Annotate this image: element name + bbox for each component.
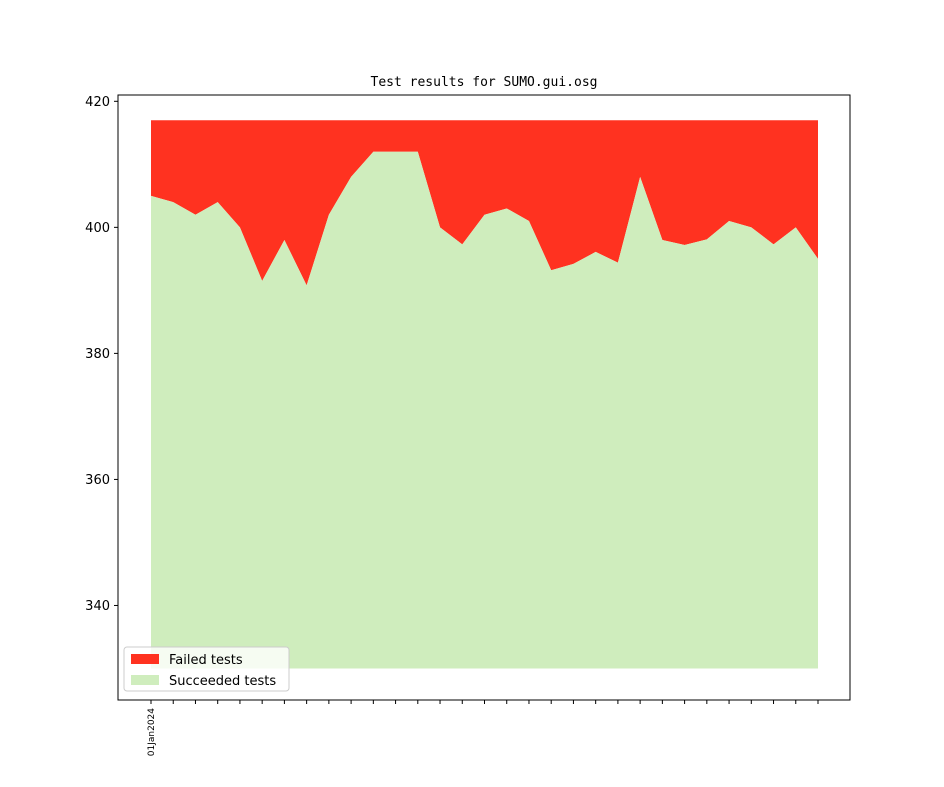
y-tick-label: 360 (85, 473, 110, 488)
x-axis: 01Jan2024 (147, 700, 819, 757)
failed-tests-area (151, 120, 818, 286)
y-tick-label: 400 (85, 221, 110, 236)
legend-label-failed: Failed tests (169, 653, 243, 668)
y-tick-label: 380 (85, 347, 110, 362)
chart-title: Test results for SUMO.gui.osg (371, 75, 598, 90)
plot-areas (151, 120, 818, 669)
y-axis: 340 360 380 400 420 (85, 95, 118, 614)
succeeded-tests-area (151, 151, 818, 669)
y-tick-label: 340 (85, 599, 110, 614)
x-tick-label: 01Jan2024 (147, 708, 157, 757)
legend-label-succeeded: Succeeded tests (169, 674, 276, 689)
legend-box (123, 646, 290, 692)
legend-swatch-failed (131, 654, 159, 664)
legend: Failed tests Succeeded tests (123, 646, 290, 692)
y-tick-label: 420 (85, 95, 110, 110)
legend-swatch-succeeded (131, 675, 159, 685)
